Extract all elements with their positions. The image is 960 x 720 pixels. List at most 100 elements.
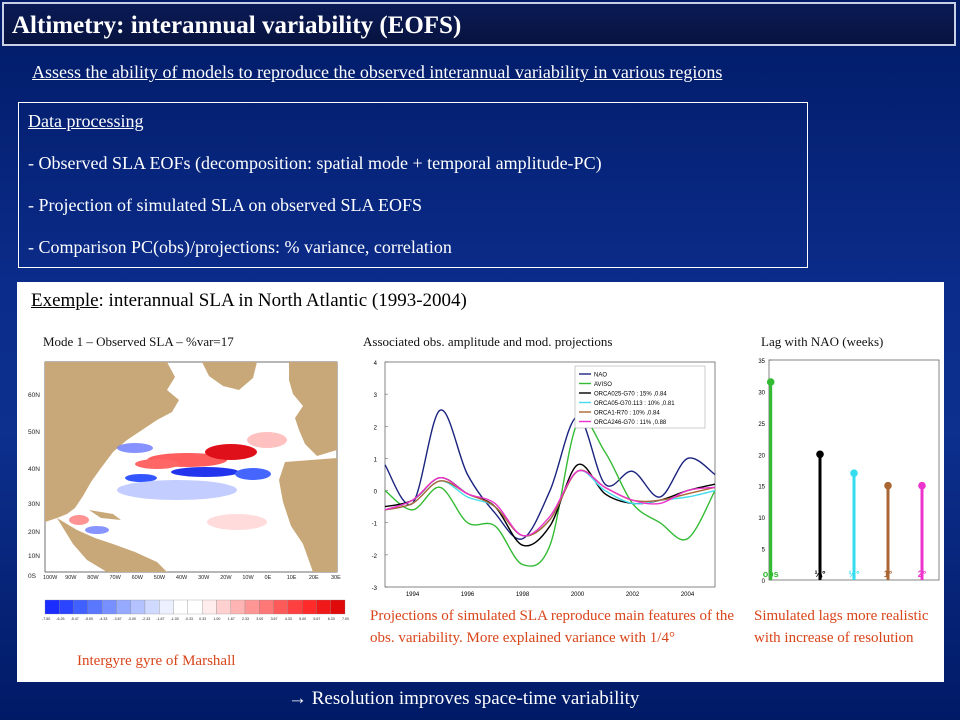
colorbar-swatch [144,599,160,615]
colorbar-swatch [259,599,274,615]
colorbar-label: 5.00 [299,617,306,621]
colorbar-label: -5.47 [71,617,79,621]
y-tick-label: 35 [758,359,765,365]
colorbar-label: 7.00 [342,617,349,621]
y-tick-label: 0 [374,490,378,496]
legend-entry: ORCA246-G70 : 11% ,0.88 [594,420,667,426]
processing-heading: Data processing [28,111,144,131]
colorbar-label: 0.33 [199,617,206,621]
colorbar-label: 4.33 [285,617,292,621]
colorbar-swatch [201,599,217,615]
map-caption: Mode 1 – Observed SLA – %var=17 [43,334,234,349]
y-tick-label: 15 [758,485,765,491]
map-lat-label: 30N [28,501,40,508]
legend [574,365,706,429]
colorbar-label: 3.67 [271,617,278,621]
x-tick-label: 1998 [516,592,530,598]
colorbar-swatch [130,599,146,615]
colorbar-label: -2.33 [142,617,150,621]
colorbar-label: -7.50 [42,617,50,621]
colorbar-swatch [59,599,74,615]
conclusion-line: → Resolution improves space-time variabi… [288,688,639,710]
legend-entry: ORCA1-R70 : 10% ,0.84 [594,411,660,417]
map-lon-label: 60W [132,575,144,581]
sla-eof-map: 60N 50N 40N 30N 20N 10N 0S 100W 90W 80W 70W… [28,361,349,621]
series-line [384,418,716,567]
colorbar-label: 1.00 [213,617,220,621]
x-tick-label: 2000 [571,592,585,598]
y-tick-label: 0 [762,579,766,585]
colorbar-swatch [73,599,89,615]
map-lat-label: 60N [28,392,40,399]
processing-line: - Observed SLA EOFs (decomposition: spat… [28,153,602,173]
y-tick-label: 25 [758,422,765,428]
map-lon-label: 10W [242,575,254,581]
lag-point [766,378,775,386]
colorbar-swatch [244,599,260,615]
amplitude-line-chart: -3 -2 -1 0 1 2 3 4 1994 1996 1998 2000 2002 2004 NAO AV… [372,361,716,598]
colorbar-swatch [173,599,189,615]
y-tick-label: -1 [372,522,378,528]
map-colorbar-labels: -7.50 -6.25 -5.47 -5.00 -4.33 -3.67 -3.00 -2.33… [42,617,349,621]
lag-point [918,481,926,490]
title-bar: Altimetry: interannual variability (EOFS… [2,2,956,46]
arrow-right-icon: → [288,688,307,709]
colorbar-swatch [116,599,131,615]
colorbar-label: -3.67 [113,617,121,621]
legend-entry: AVISO [594,382,612,388]
conclusion-text: Resolution improves space-time variabili… [307,688,640,709]
colorbar-label: 2.33 [242,617,249,621]
colorbar-label: 6.33 [328,617,335,621]
processing-line: - Comparison PC(obs)/projections: % vari… [28,237,452,257]
series-line [384,409,716,540]
map-lat-label: 40N [28,466,40,473]
map-lon-labels: 100W 90W 80W 70W 60W 50W 40W 30W 20W 10W 0E 10E 20E 3… [43,575,341,581]
colorbar-label: -1.67 [156,617,164,621]
series-line [384,469,716,537]
colorbar-label: -6.25 [56,617,64,621]
y-tick-label: -3 [372,586,378,592]
y-tick-label: 20 [758,453,765,459]
map-lon-label: 0E [265,575,272,581]
y-tick-label: 2 [374,425,378,431]
y-tick-label: 4 [374,361,378,367]
map-lon-label: 70W [109,575,121,581]
lag-chart-caption: Lag with NAO (weeks) [761,334,884,349]
category-label: obs [763,569,779,579]
map-lon-label: 80W [87,575,99,581]
colorbar-label: -5.00 [85,617,93,621]
y-tick-label: 3 [374,393,378,399]
colorbar-label: 1.67 [228,617,235,621]
x-tick-label: 2002 [626,592,640,598]
colorbar-swatch [330,599,346,615]
category-label: 1° [884,569,893,579]
map-lon-label: 30W [198,575,210,581]
lag-chart-note: Simulated lags more realistic with incre… [754,608,929,646]
example-label: Exemple [31,290,99,311]
example-heading: Exemple: interannual SLA in North Atlant… [31,290,467,312]
map-colorbar [44,599,346,615]
example-text: : interannual SLA in North Atlantic (199… [98,290,467,311]
y-tick-label: 30 [758,390,765,396]
colorbar-swatch [316,599,331,615]
legend-entry: ORCA05-G70.113 : 10% ,0.81 [594,401,675,407]
map-lat-label: 10N [28,553,40,560]
map-lon-label: 40W [176,575,188,581]
x-tick-label: 1994 [406,592,420,598]
legend-entry: NAO [594,373,607,379]
line-chart-note: Projections of simulated SLA reproduce m… [370,608,735,646]
map-lon-label: 90W [65,575,77,581]
lag-point [816,450,824,459]
map-lat-labels: 60N 50N 40N 30N 20N 10N 0S [28,392,40,580]
lag-point [884,481,892,490]
colorbar-swatch [87,599,103,615]
map-lat-label: 20N [28,529,40,536]
colorbar-swatch [287,599,303,615]
colorbar-swatch [159,599,174,615]
category-label: ½° [848,569,860,579]
colorbar-label: -4.33 [99,617,107,621]
line-chart-caption: Associated obs. amplitude and mod. proje… [363,334,613,349]
colorbar-swatch [187,599,203,615]
colorbar-swatch [230,599,246,615]
data-processing-box: Data processing - Observed SLA EOFs (dec… [18,102,808,268]
